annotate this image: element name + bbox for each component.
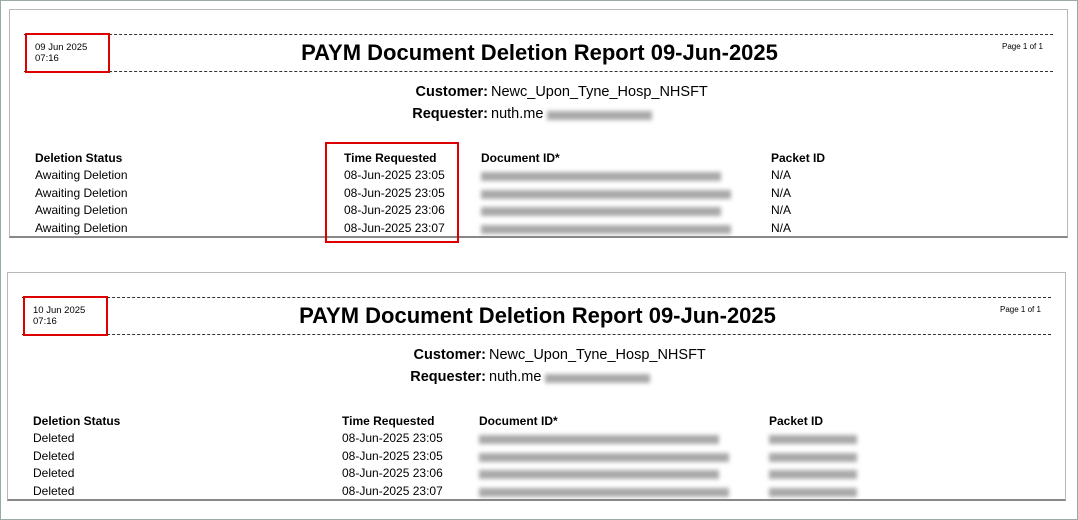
time-cell: 08-Jun-2025 23:05 [344, 168, 445, 182]
report-panel: 09 Jun 2025 07:16 PAYM Document Deletion R… [9, 9, 1068, 243]
status-cell: Deleted [33, 448, 75, 463]
highlight-box [25, 33, 110, 73]
time-cell: 08-Jun-2025 23:05 [342, 448, 443, 463]
column-header: Deletion Status [35, 151, 123, 165]
status-cell: Deleted [33, 483, 75, 498]
report-title: PAYM Document Deletion Report 09-Jun-202… [301, 40, 778, 65]
column-header: Document ID* [479, 414, 558, 428]
dashed-rule [24, 34, 1053, 35]
column-header: Time Requested [344, 151, 437, 165]
page-number: Page 1 of 1 [1000, 305, 1041, 314]
redacted-document-id [479, 470, 719, 479]
column-header: Packet ID [771, 151, 826, 165]
redacted-packet-id [769, 470, 857, 479]
highlight-box [23, 296, 108, 336]
status-cell: Deleted [33, 466, 75, 480]
column-header: Packet ID [769, 414, 824, 428]
time-cell: 08-Jun-2025 23:07 [342, 483, 443, 498]
print-time: 07:16 [33, 316, 57, 327]
redacted-document-id [481, 172, 721, 181]
highlight-box [325, 142, 459, 243]
redacted-packet-id [769, 487, 857, 497]
dashed-rule [22, 297, 1051, 298]
customer-value: Newc_Upon_Tyne_Hosp_NHSFT [491, 84, 708, 100]
status-cell: Awaiting Deletion [35, 185, 128, 200]
requester-value: nuth.me [489, 369, 542, 385]
customer-label: Customer: [413, 347, 486, 363]
redacted-packet-id [769, 435, 857, 444]
print-date: 10 Jun 2025 [33, 305, 86, 316]
report-title: PAYM Document Deletion Report 09-Jun-202… [299, 303, 776, 328]
time-cell: 08-Jun-2025 23:06 [342, 466, 443, 480]
print-time: 07:16 [35, 53, 59, 64]
redacted-document-id [481, 189, 731, 199]
packet-cell: N/A [771, 220, 792, 235]
time-cell: 08-Jun-2025 23:06 [344, 203, 445, 217]
requester-value: nuth.me [491, 106, 544, 122]
column-header: Document ID* [481, 151, 560, 165]
report-panel: 10 Jun 2025 07:16 PAYM Document Deletion R… [7, 272, 1066, 501]
column-header: Time Requested [342, 414, 435, 428]
customer-label: Customer: [415, 84, 488, 100]
redacted-document-id [481, 207, 721, 216]
status-cell: Awaiting Deletion [35, 220, 128, 235]
page-number: Page 1 of 1 [1002, 42, 1043, 51]
packet-cell: N/A [771, 185, 792, 200]
time-cell: 08-Jun-2025 23:05 [342, 431, 443, 445]
packet-cell: N/A [771, 168, 792, 182]
redacted-document-id [479, 452, 729, 462]
time-cell: 08-Jun-2025 23:07 [344, 220, 445, 235]
redacted-packet-id [769, 452, 857, 462]
dashed-rule [22, 334, 1051, 335]
redacted [547, 111, 652, 120]
column-header: Deletion Status [33, 414, 121, 428]
redacted [545, 374, 650, 383]
status-cell: Awaiting Deletion [35, 203, 128, 217]
redacted-document-id [481, 224, 731, 234]
status-cell: Deleted [33, 431, 75, 445]
packet-cell: N/A [771, 203, 792, 217]
requester-label: Requester: [412, 106, 488, 122]
time-cell: 08-Jun-2025 23:05 [344, 185, 445, 200]
dashed-rule [24, 71, 1053, 72]
requester-label: Requester: [410, 369, 486, 385]
status-cell: Awaiting Deletion [35, 168, 128, 182]
redacted-document-id [479, 435, 719, 444]
print-date: 09 Jun 2025 [35, 42, 88, 53]
customer-value: Newc_Upon_Tyne_Hosp_NHSFT [489, 347, 706, 363]
redacted-document-id [479, 487, 729, 497]
